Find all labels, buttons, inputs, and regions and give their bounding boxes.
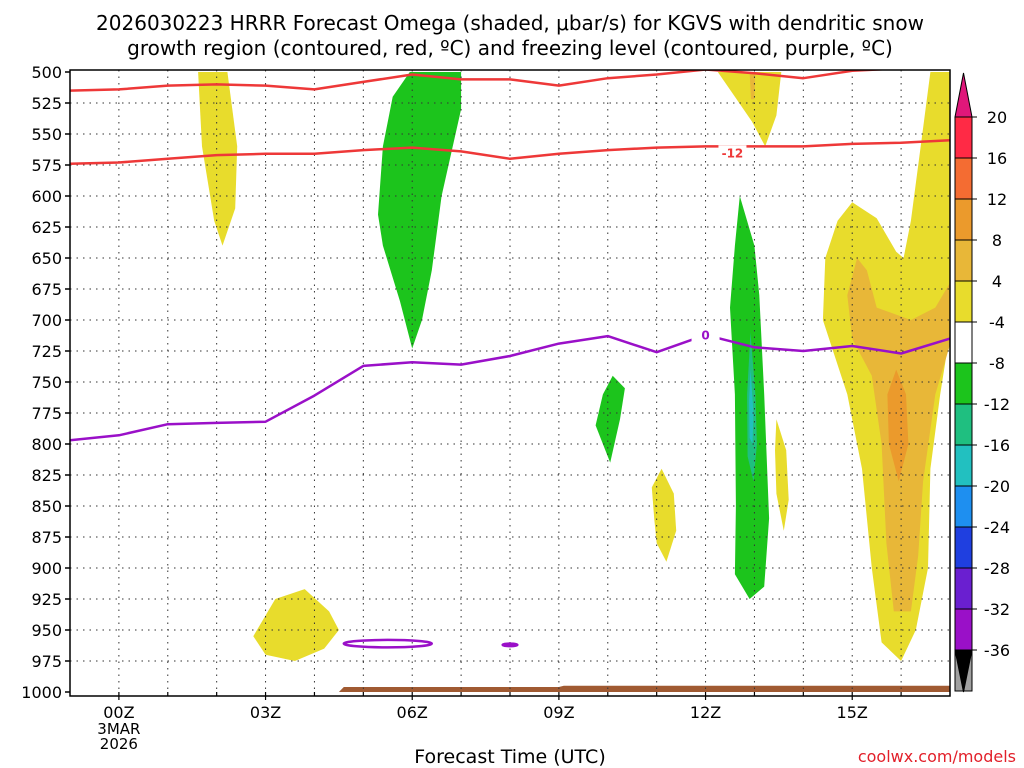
y-tick-label: 725 [31,342,62,361]
y-tick-label: 900 [31,559,62,578]
colorbar-segment [954,280,973,323]
x-tick-label: 12Z [690,703,721,722]
contour-label-bg [718,145,747,161]
y-tick-label: 1000 [21,683,62,702]
colorbar-segment [954,116,973,159]
dotted-grid [70,70,950,692]
y-tick-label: 825 [31,466,62,485]
colorbar-segment [954,198,973,241]
omega-pos-14z-upper-core [749,72,756,100]
y-axis: 500 525 550 575 600 625 650 675 700 725 750 775 800 8… [21,63,70,702]
colorbar-segment [954,444,973,487]
colorbar-segment [954,485,973,528]
credit-text: coolwx.com/models [858,747,1016,766]
contour-purple-zero [70,333,950,442]
chart-title-line1: 2026030223 HRRR Forecast Omega (shaded, … [96,11,924,35]
colorbar-label: 20 [987,108,1007,127]
omega-neg-13z-inner [749,369,754,444]
colorbar-segment [954,567,973,610]
colorbar-segment [954,321,973,364]
colorbar-label: -12 [984,395,1010,414]
colorbar: 20 16 12 8 4 -4 -8 -12 -16 -20 -24 -28 -32 -36 [954,72,1010,693]
x-tick-label: 00Z [103,703,134,722]
colorbar-label: -4 [989,313,1005,332]
y-tick-label: 750 [31,373,62,392]
contour-purple-dot-sfc [501,642,519,648]
y-tick-label: 625 [31,218,62,237]
x-tick-label: 15Z [837,703,868,722]
x-axis-title: Forecast Time (UTC) [414,746,605,768]
y-tick-label: 775 [31,404,62,423]
omega-shading-layer [198,72,950,661]
contour-red-upper [70,70,893,92]
colorbar-label: -20 [984,477,1010,496]
x-tick-label: 09Z [543,703,574,722]
omega-pos-13z-upper [717,72,782,147]
y-tick-label: 700 [31,311,62,330]
y-tick-label: 550 [31,125,62,144]
contour-label: -12 [722,147,744,161]
y-tick-label: 650 [31,249,62,268]
colorbar-segment [954,403,973,446]
colorbar-segment [954,526,973,569]
omega-neg-06z-column [378,72,462,349]
colorbar-label: -24 [984,518,1010,537]
colorbar-label: 16 [987,149,1007,168]
y-tick-label: 600 [31,187,62,206]
contour-red-minus-12 [70,138,950,166]
y-tick-label: 850 [31,497,62,516]
omega-pos-14z-mid [775,419,789,531]
contour-label: 0 [701,328,709,342]
x-date-label: 2026 [100,735,138,753]
colorbar-label: 12 [987,190,1007,209]
omega-pos-11z-mid [651,468,677,562]
x-tick-label: 06Z [397,703,428,722]
omega-pos-02z-upper [198,72,238,246]
colorbar-segment [954,362,973,405]
y-tick-label: 800 [31,435,62,454]
chart-title-line2: growth region (contoured, red, ºC) and f… [127,36,893,60]
y-tick-label: 575 [31,156,62,175]
colorbar-segment [954,239,973,282]
y-tick-label: 975 [31,652,62,671]
x-date-label: 3MAR [97,720,140,738]
omega-pos-03z-sfc [253,589,339,661]
y-tick-label: 875 [31,528,62,547]
y-tick-label: 675 [31,280,62,299]
colorbar-segment [954,157,973,200]
contour-label-bg [691,326,720,342]
y-tick-label: 525 [31,94,62,113]
colorbar-top-arrow [954,72,973,118]
colorbar-segment [954,608,973,651]
colorbar-label: -32 [984,600,1010,619]
y-tick-label: 925 [31,590,62,609]
colorbar-label: -28 [984,559,1010,578]
x-tick-label: 03Z [250,703,281,722]
colorbar-bottom-arrow [954,649,973,693]
colorbar-label: -8 [989,354,1005,373]
omega-neg-10z-mid [595,375,625,463]
y-tick-label: 950 [31,621,62,640]
contour-purple-loop-sfc [342,638,434,649]
omega-pos-16z-inner [887,369,909,482]
colorbar-label: 8 [992,231,1002,250]
colorbar-label: -16 [984,436,1010,455]
colorbar-label: 4 [992,272,1002,291]
contour-layer: -12 0 [70,70,950,649]
colorbar-label: -36 [984,641,1010,660]
y-tick-label: 500 [31,63,62,82]
